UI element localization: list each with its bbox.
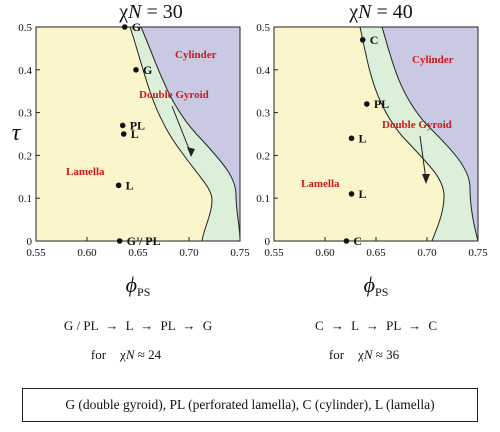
condition-text: for χN ≈ 36 — [329, 347, 400, 362]
panel-title: χN = 30 — [118, 1, 183, 23]
x-tick-label: 0.75 — [230, 247, 250, 259]
phase-boundary-left — [129, 26, 213, 242]
abbreviation-legend: G (double gyroid), PL (perforated lamell… — [22, 388, 478, 422]
data-point — [120, 131, 127, 137]
data-point-label: L — [359, 131, 367, 145]
phase-boundary-right — [140, 26, 241, 242]
data-point — [133, 67, 139, 73]
y-tick-label: 0.3 — [18, 108, 32, 120]
data-points: C PL L L C — [343, 33, 389, 248]
data-point-label: G — [143, 63, 152, 77]
x-tick-label: 0.65 — [366, 247, 386, 259]
gyroid-arrow — [419, 135, 427, 181]
gyroid-arrowhead — [422, 174, 430, 184]
cylinder-region — [382, 27, 478, 241]
y-tick-label: 0.4 — [256, 65, 270, 77]
y-tick-label: 0.5 — [18, 22, 32, 34]
data-point — [119, 122, 126, 129]
x-tick-label: 0.60 — [315, 247, 335, 259]
cylinder-region — [141, 27, 240, 241]
phase-boundary-right — [381, 26, 479, 242]
transition-sequence: G / PL → L → PL → G — [64, 318, 212, 333]
y-tick-label: 0.2 — [18, 150, 32, 162]
x-axis-label: ϕPS — [364, 272, 389, 299]
y-tick-label: 0.3 — [256, 108, 270, 120]
cylinder-label: Cylinder — [175, 49, 217, 61]
y-axis-label: τ — [12, 120, 22, 146]
lamella-label: Lamella — [301, 178, 340, 190]
transition-sequence: C → L → PL → C — [315, 318, 437, 333]
x-tick-label: 0.75 — [468, 247, 488, 259]
y-tick-label: 0 — [265, 236, 271, 248]
y-tick-labels: 0 0.1 0.2 0.3 0.4 0.5 — [18, 22, 40, 248]
data-point-label: L — [359, 187, 367, 201]
panel-chiN-40: χN = 40 Cylinder Double Gyroid Lamella 0… — [256, 1, 488, 362]
y-tick-label: 0.4 — [18, 65, 32, 77]
x-tick-label: 0.55 — [26, 247, 46, 259]
data-point-label: L — [126, 178, 134, 192]
data-point — [116, 238, 123, 244]
data-point-label: L — [131, 127, 139, 141]
data-point-label: PL — [130, 118, 145, 132]
gyroid-arrow — [171, 105, 192, 155]
x-tick-label: 0.60 — [77, 247, 97, 259]
data-point — [121, 24, 128, 30]
data-point-label: C — [370, 33, 379, 47]
lamella-label: Lamella — [66, 166, 105, 178]
condition-text: for χN ≈ 24 — [91, 347, 162, 362]
double-gyroid-label: Double Gyroid — [139, 89, 209, 101]
panel-chiN-30: χN = 30 Cylinder Double Gyroid Lamella 0… — [18, 1, 250, 362]
cylinder-label: Cylinder — [412, 54, 454, 66]
x-tick-labels: 0.55 0.60 0.65 0.70 0.75 — [264, 237, 488, 259]
gyroid-arrowhead — [187, 147, 195, 157]
data-point — [364, 101, 370, 107]
x-tick-labels: 0.55 0.60 0.65 0.70 0.75 — [26, 237, 250, 259]
y-tick-labels: 0 0.1 0.2 0.3 0.4 0.5 — [256, 22, 278, 248]
data-point-label: G / PL — [127, 234, 161, 248]
y-tick-label: 0.1 — [18, 193, 32, 205]
panel-title: χN = 40 — [348, 1, 413, 23]
x-tick-label: 0.65 — [128, 247, 148, 259]
phase-boundary-left — [359, 26, 445, 242]
data-point — [343, 238, 350, 244]
data-point — [348, 191, 355, 197]
data-point — [348, 135, 355, 142]
x-axis-label: ϕPS — [126, 272, 151, 299]
data-point-label: G — [132, 20, 141, 34]
x-tick-label: 0.55 — [264, 247, 284, 259]
data-point — [359, 37, 366, 43]
data-point — [115, 182, 122, 189]
double-gyroid-label: Double Gyroid — [382, 119, 452, 131]
x-tick-label: 0.70 — [417, 247, 437, 259]
data-point-label: PL — [374, 97, 389, 111]
legend-text: G (double gyroid), PL (perforated lamell… — [65, 397, 435, 412]
data-point-label: C — [353, 234, 362, 248]
y-tick-label: 0.1 — [256, 193, 270, 205]
y-tick-label: 0.5 — [256, 22, 270, 34]
y-tick-label: 0 — [27, 236, 33, 248]
y-tick-label: 0.2 — [256, 150, 270, 162]
x-tick-label: 0.70 — [179, 247, 199, 259]
